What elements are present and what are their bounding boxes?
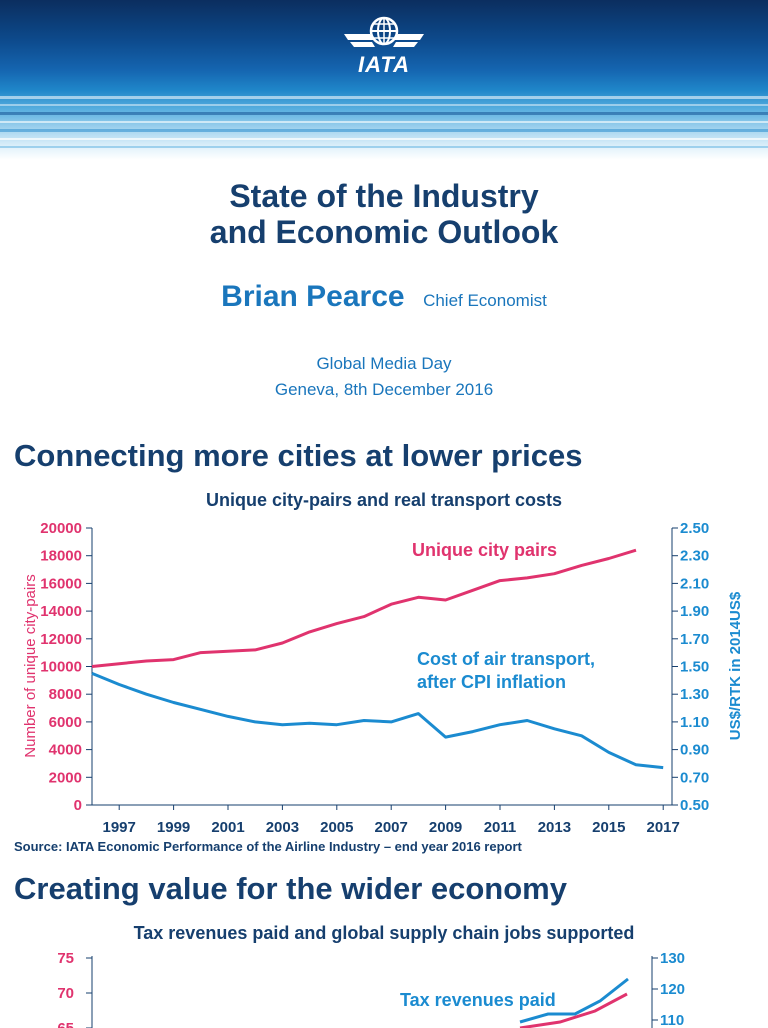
- left-tick-label: 16000: [40, 575, 82, 592]
- header-banner: IATA: [0, 0, 768, 160]
- series-label-cost-line-1: Cost of air transport,: [417, 649, 595, 669]
- chart-2-right-tick-label: 120: [660, 981, 685, 998]
- chart-2-left-tick-label: 70: [57, 985, 74, 1002]
- chart-2-left-tick-label: 65: [57, 1020, 74, 1028]
- x-tick-label: 1999: [157, 819, 190, 835]
- series-line-city-pairs: [91, 548, 637, 668]
- right-tick-label: 1.30: [680, 686, 709, 703]
- left-tick-label: 14000: [40, 603, 82, 620]
- title-line-1: State of the Industry: [229, 178, 539, 214]
- left-tick-label: 0: [74, 797, 82, 814]
- right-tick-label: 2.50: [680, 520, 709, 537]
- chart-2-title: Tax revenues paid and global supply chai…: [133, 923, 635, 943]
- x-tick-label: 2013: [538, 819, 571, 835]
- globe-wings-icon: [344, 16, 424, 47]
- x-tick-label: 2017: [647, 819, 680, 835]
- right-axis-ticks: 2.50 2.30 2.10 1.90 1.70 1.50 1.30 1.10 0.90 0.70…: [672, 520, 709, 814]
- left-tick-label: 18000: [40, 548, 82, 565]
- x-tick-label: 2015: [592, 819, 625, 835]
- event-date: Geneva, 8th December 2016: [274, 380, 494, 399]
- section-2-heading: Creating value for the wider economy: [14, 871, 567, 906]
- chart-2-left-ticks: 75 70 65: [57, 950, 92, 1028]
- x-tick-label: 2007: [375, 819, 408, 835]
- page-title: State of the Industry and Economic Outlo…: [0, 178, 768, 250]
- right-tick-label: 1.70: [680, 631, 709, 648]
- chart-2-series-label: Tax revenues paid: [400, 990, 556, 1010]
- right-tick-label: 1.90: [680, 603, 709, 620]
- left-tick-label: 4000: [49, 742, 82, 759]
- right-tick-label: 0.90: [680, 742, 709, 759]
- right-tick-label: 1.10: [680, 714, 709, 731]
- series-line-transport-cost: [91, 672, 664, 770]
- section-1-heading: Connecting more cities at lower prices: [14, 438, 583, 473]
- event-info: Global Media Day Geneva, 8th December 20…: [0, 351, 768, 403]
- logo-text: IATA: [357, 52, 411, 77]
- speaker-name: Brian Pearce: [221, 280, 405, 313]
- right-tick-label: 2.10: [680, 575, 709, 592]
- chart-2-line-blue: [519, 977, 629, 1024]
- left-tick-label: 6000: [49, 714, 82, 731]
- left-tick-label: 12000: [40, 631, 82, 648]
- chart-2-left-tick-label: 75: [57, 950, 74, 967]
- x-tick-label: 2001: [211, 819, 244, 835]
- source-note: Source: IATA Economic Performance of the…: [14, 839, 522, 854]
- chart-city-pairs: 2000018000160001400012000100008000600040…: [22, 520, 744, 835]
- left-tick-label: 8000: [49, 686, 82, 703]
- event-name: Global Media Day: [316, 354, 452, 373]
- x-tick-label: 1997: [103, 819, 136, 835]
- x-tick-label: 2009: [429, 819, 462, 835]
- chart-1-title: Unique city-pairs and real transport cos…: [205, 490, 563, 510]
- chart-2-right-tick-label: 130: [660, 950, 685, 967]
- chart-2-right-tick-label: 110: [660, 1012, 684, 1028]
- left-tick-label: 10000: [40, 659, 82, 676]
- x-tick-label: 2011: [484, 819, 517, 835]
- right-tick-label: 0.70: [680, 769, 709, 786]
- right-tick-label: 2.30: [680, 548, 709, 565]
- x-tick-label: 2003: [266, 819, 299, 835]
- chart-tax-revenues: 75 70 65 130 120 110 Tax revenues paid: [57, 950, 685, 1028]
- left-axis-label: Number of unique city-pairs: [22, 574, 39, 757]
- series-label-city-pairs: Unique city pairs: [412, 540, 557, 560]
- x-tick-label: 2005: [320, 819, 353, 835]
- x-axis-ticks: 1997 1999 2001 2003 2005 2007 2009 2011 2013 2015…: [103, 805, 680, 835]
- chart-2-right-ticks: 130 120 110: [652, 950, 685, 1028]
- speaker-role: Chief Economist: [423, 291, 547, 310]
- iata-logo: IATA: [334, 14, 434, 77]
- left-axis-ticks: 2000018000160001400012000100008000600040…: [40, 520, 92, 814]
- series-label-cost-line-2: after CPI inflation: [417, 672, 566, 692]
- title-line-2: and Economic Outlook: [209, 214, 559, 250]
- right-tick-label: 0.50: [680, 797, 709, 814]
- right-tick-label: 1.50: [680, 659, 709, 676]
- speaker: Brian Pearce Chief Economist: [0, 280, 768, 314]
- right-axis-label: US$/RTK in 2014US$: [727, 591, 744, 740]
- left-tick-label: 2000: [49, 769, 82, 786]
- left-tick-label: 20000: [40, 520, 82, 537]
